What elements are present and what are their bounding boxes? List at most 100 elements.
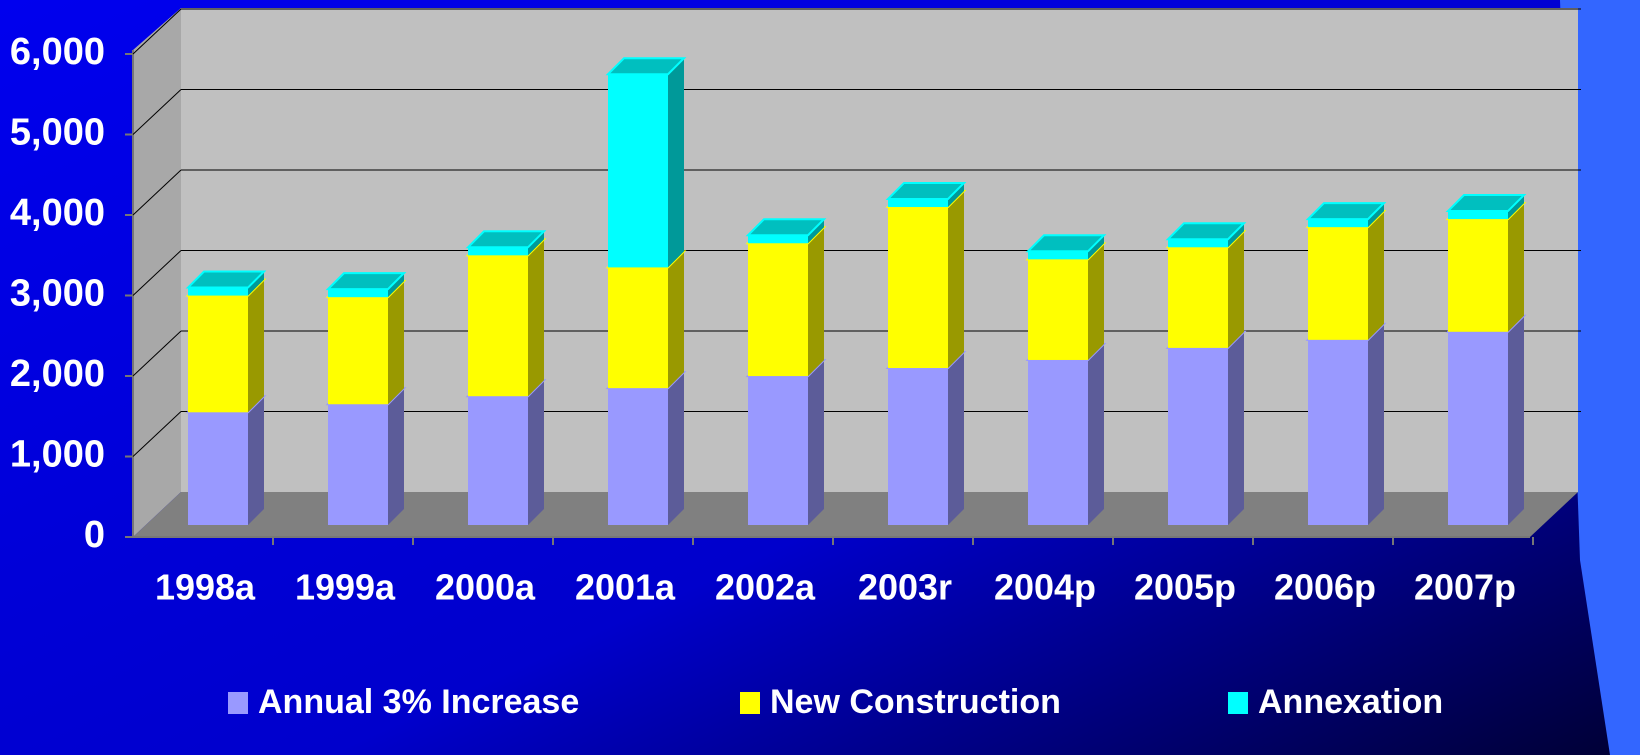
bar-segment <box>328 297 388 405</box>
bar-side <box>1508 203 1524 332</box>
bar-side <box>1368 323 1384 525</box>
bar-segment <box>608 267 668 389</box>
legend-swatch <box>1228 692 1248 714</box>
legend-label: Annexation <box>1258 683 1443 721</box>
x-tick-label: 2003r <box>858 567 952 608</box>
bar-side <box>1088 343 1104 525</box>
bar-side <box>808 219 824 244</box>
bar-segment <box>748 376 808 525</box>
bar-segment <box>1308 219 1368 228</box>
bar-side <box>668 58 684 268</box>
bar-side <box>1088 243 1104 360</box>
bar-segment <box>328 289 388 298</box>
bar-segment <box>1448 219 1508 332</box>
bar-segment <box>1308 227 1368 340</box>
bar-segment <box>188 287 248 296</box>
bar-segment <box>468 255 528 397</box>
x-tick-label: 2005p <box>1134 567 1236 608</box>
bar-side <box>1228 231 1244 348</box>
y-tick-label: 5,000 <box>10 112 105 154</box>
bar-side <box>1228 223 1244 248</box>
bar-segment <box>188 295 248 413</box>
bar-side <box>248 396 264 525</box>
bar-side <box>388 273 404 298</box>
bar-side <box>1368 203 1384 228</box>
legend-swatch <box>228 692 248 714</box>
bar-segment <box>888 207 948 369</box>
bar-side <box>808 360 824 525</box>
bar-segment <box>888 368 948 525</box>
bar-side <box>1508 195 1524 220</box>
bar-side <box>948 182 964 208</box>
bar-segment <box>1028 259 1088 360</box>
bar-top <box>185 270 267 289</box>
bar-top <box>605 57 687 76</box>
bar-side <box>528 380 544 525</box>
bar-segment <box>1308 339 1368 525</box>
y-tick-label: 0 <box>84 514 105 556</box>
grid-line <box>132 330 182 377</box>
bar-side <box>528 239 544 397</box>
grid-line <box>132 411 182 457</box>
y-tick-label: 4,000 <box>10 192 105 234</box>
bar-side <box>248 279 264 413</box>
bar-side <box>388 281 404 405</box>
bar-side <box>1508 315 1524 525</box>
bar-segment <box>1028 251 1088 260</box>
grid-line <box>132 169 182 216</box>
grid-line <box>132 8 182 55</box>
bar-segment <box>748 243 808 377</box>
bar-segment <box>748 235 808 244</box>
y-tick-label: 2,000 <box>10 353 105 395</box>
x-tick-label: 2007p <box>1414 567 1516 608</box>
bar-segment <box>1168 239 1228 248</box>
grid-line <box>132 250 182 296</box>
bar-segment <box>468 396 528 525</box>
bar-side <box>948 191 964 369</box>
bar-segment <box>328 404 388 525</box>
x-tick-label: 2001a <box>575 567 676 608</box>
bar-top <box>1165 222 1247 241</box>
bar-top <box>465 230 547 249</box>
bar-top <box>325 272 407 291</box>
grid-line <box>132 89 182 135</box>
x-tick-label: 2002a <box>715 567 816 608</box>
bar-segment <box>1028 359 1088 525</box>
x-tick-label: 1999a <box>295 567 396 608</box>
bar-side <box>668 251 684 389</box>
bar-side <box>528 231 544 256</box>
bar-side <box>248 271 264 296</box>
bar-top <box>1445 194 1527 213</box>
y-tick-label: 1,000 <box>10 434 105 476</box>
bar-segment <box>1168 247 1228 348</box>
bar-top <box>745 218 827 237</box>
bar-segment <box>188 412 248 525</box>
decoration <box>1560 0 1640 755</box>
y-tick-label: 3,000 <box>10 273 105 315</box>
bar-side <box>808 227 824 377</box>
bar-side <box>388 388 404 525</box>
bar-segment <box>608 74 668 268</box>
legend-swatch <box>740 692 760 714</box>
legend-label: New Construction <box>770 683 1061 721</box>
x-tick-label: 2000a <box>435 567 536 608</box>
bar-segment <box>608 388 668 525</box>
x-tick-label: 1998a <box>155 567 256 608</box>
bar-side <box>668 372 684 525</box>
bar-side <box>1088 235 1104 260</box>
bar-segment <box>888 198 948 208</box>
bar-segment <box>1448 331 1508 525</box>
bar-top <box>885 181 967 200</box>
bar-segment <box>468 247 528 256</box>
bar-side <box>1368 211 1384 340</box>
y-tick-label: 6,000 <box>10 31 105 73</box>
x-tick-label: 2004p <box>994 567 1096 608</box>
bar-segment <box>1448 211 1508 220</box>
x-tick-label: 2006p <box>1274 567 1376 608</box>
bar-side <box>948 352 964 525</box>
bar-top <box>1305 202 1387 221</box>
bar-segment <box>1168 347 1228 525</box>
bar-side <box>1228 331 1244 525</box>
bar-top <box>1025 234 1107 253</box>
